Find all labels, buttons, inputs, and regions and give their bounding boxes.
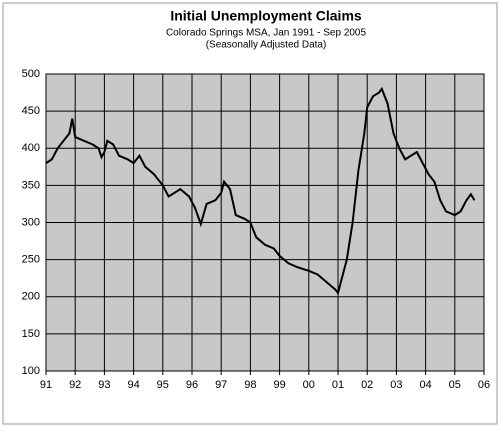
x-tick-label: 99 xyxy=(273,379,285,391)
x-tick-label: 03 xyxy=(390,379,402,391)
y-tick-label: 400 xyxy=(22,142,40,154)
chart-note: (Seasonally Adjusted Data) xyxy=(206,40,327,51)
x-tick-label: 04 xyxy=(419,379,431,391)
y-tick-label: 300 xyxy=(22,216,40,228)
y-tick-label: 100 xyxy=(22,365,40,377)
y-tick-label: 350 xyxy=(22,179,40,191)
x-tick-label: 94 xyxy=(127,379,139,391)
y-tick-label: 450 xyxy=(22,105,40,117)
x-tick-label: 00 xyxy=(303,379,315,391)
x-tick-label: 95 xyxy=(157,379,169,391)
x-tick-label: 97 xyxy=(215,379,227,391)
chart-title: Initial Unemployment Claims xyxy=(170,8,362,24)
x-tick-label: 06 xyxy=(478,379,490,391)
x-tick-label: 01 xyxy=(332,379,344,391)
x-tick-label: 91 xyxy=(40,379,52,391)
x-tick-label: 93 xyxy=(98,379,110,391)
x-tick-label: 92 xyxy=(69,379,81,391)
x-tick-label: 96 xyxy=(186,379,198,391)
y-tick-label: 500 xyxy=(22,68,40,80)
x-tick-label: 05 xyxy=(449,379,461,391)
y-tick-label: 200 xyxy=(22,291,40,303)
x-tick-label: 98 xyxy=(244,379,256,391)
chart-subtitle: Colorado Springs MSA, Jan 1991 - Sep 200… xyxy=(166,28,367,39)
line xyxy=(45,86,476,296)
x-tick-label: 02 xyxy=(361,379,373,391)
y-tick-label: 150 xyxy=(22,328,40,340)
y-tick-label: 250 xyxy=(22,254,40,266)
